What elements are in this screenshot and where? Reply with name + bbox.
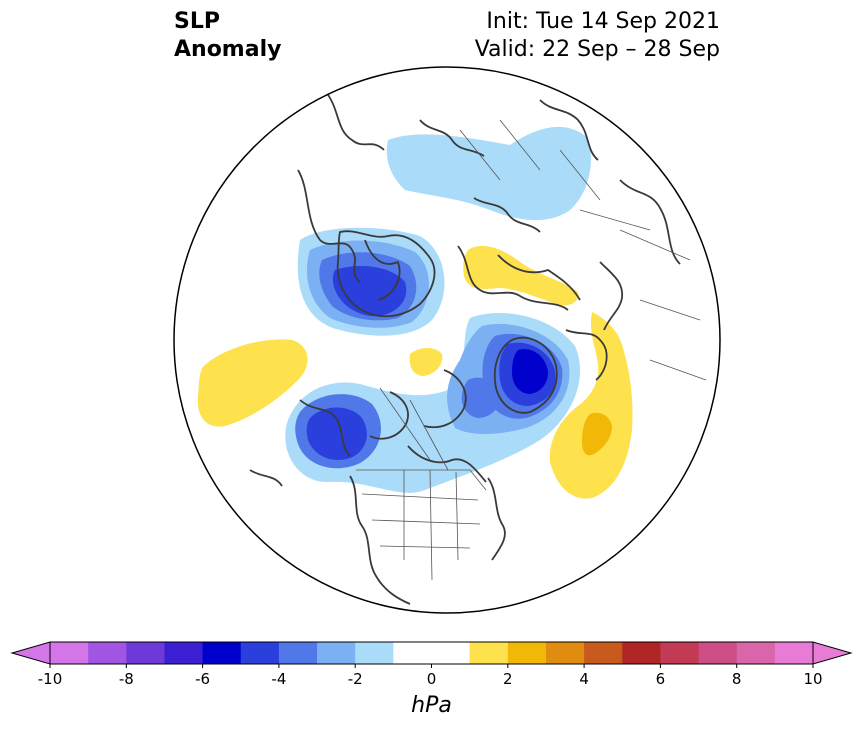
colorbar-tick-label: 2 <box>503 670 513 688</box>
title-line-1: SLP <box>174 9 220 34</box>
colorbar-swatch <box>660 642 700 664</box>
title-line-2: Anomaly <box>174 37 282 62</box>
coastlines <box>249 91 681 605</box>
colorbar-swatch <box>278 642 318 664</box>
colorbar-tick-label: 8 <box>732 670 742 688</box>
borders <box>356 119 707 581</box>
anomaly-negative-siberia <box>386 126 591 221</box>
colorbar-tick-label: -6 <box>195 670 210 688</box>
forecast-dates: Init: Tue 14 Sep 2021 Valid: 22 Sep – 28… <box>475 8 720 64</box>
polar-map <box>173 66 721 614</box>
colorbar-tick-label: -8 <box>119 670 134 688</box>
colorbar-tick-label: -4 <box>271 670 286 688</box>
colorbar: -10 -8 -6 -4 -2 0 2 4 6 8 10 <box>10 641 853 688</box>
colorbar-over-arrow <box>812 641 853 665</box>
colorbar-tick-label: 10 <box>803 670 822 688</box>
colorbar-swatch <box>469 642 509 664</box>
map-boundary <box>173 66 721 614</box>
colorbar-unit-label: hPa <box>411 693 452 718</box>
map-title: SLP Anomaly <box>174 8 281 64</box>
colorbar-swatches <box>10 641 853 665</box>
colorbar-swatch <box>317 642 356 664</box>
colorbar-swatch <box>507 642 547 664</box>
colorbar-ticks: -10 -8 -6 -4 -2 0 2 4 6 8 10 <box>38 664 823 688</box>
colorbar-tick-label: -10 <box>38 670 63 688</box>
colorbar-swatch <box>393 642 471 664</box>
valid-range: Valid: 22 Sep – 28 Sep <box>474 37 720 62</box>
colorbar-swatch <box>774 642 814 664</box>
colorbar-swatch <box>584 642 623 664</box>
colorbar-swatch <box>622 642 661 664</box>
colorbar-swatch <box>240 642 280 664</box>
anomaly-negative-greenland <box>297 227 445 336</box>
colorbar-swatch <box>355 642 394 664</box>
init-date: Init: Tue 14 Sep 2021 <box>486 9 720 34</box>
anomaly-negative-alaska <box>285 313 581 493</box>
anomaly-positive-pole <box>409 348 443 376</box>
colorbar-swatch <box>698 642 738 664</box>
colorbar-swatch <box>545 642 585 664</box>
colorbar-tick-label: -2 <box>348 670 363 688</box>
anomaly-positive-pacific <box>197 339 308 427</box>
colorbar-swatch <box>50 642 89 664</box>
anomaly-field <box>197 126 633 499</box>
colorbar-swatch <box>126 642 165 664</box>
colorbar-tick-label: 0 <box>427 670 437 688</box>
colorbar-swatch <box>164 642 204 664</box>
colorbar-under-arrow <box>10 641 51 665</box>
colorbar-tick-label: 6 <box>656 670 666 688</box>
colorbar-swatch <box>88 642 127 664</box>
anomaly-positive-europe <box>463 246 579 306</box>
colorbar-swatch <box>736 642 776 664</box>
anomaly-positive-atlantic <box>549 312 633 499</box>
colorbar-tick-label: 4 <box>579 670 589 688</box>
colorbar-swatch <box>202 642 242 664</box>
